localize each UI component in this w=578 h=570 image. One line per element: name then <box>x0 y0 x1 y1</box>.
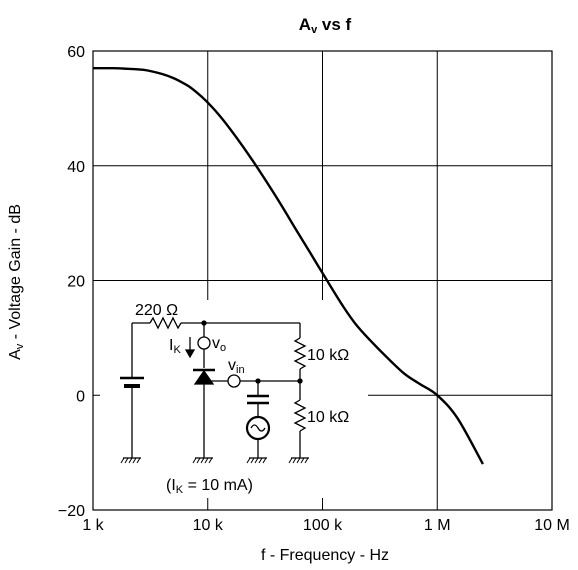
ground-hatch <box>136 457 141 464</box>
gain-curve <box>92 66 484 465</box>
ik-label: IK <box>169 337 181 356</box>
ground-hatch <box>246 457 251 464</box>
resistor-10k-top-label: 10 kΩ <box>307 347 349 364</box>
ground-symbols <box>120 457 309 464</box>
ac-source-sine <box>250 424 266 432</box>
ground-hatch <box>124 457 129 464</box>
ground-hatch <box>262 457 267 464</box>
ground-hatch <box>200 457 205 464</box>
y-tick-labels: 60 40 20 0 −20 <box>58 44 85 520</box>
x-tick-label: 1 M <box>424 517 451 534</box>
ground-hatch <box>258 457 263 464</box>
ground-hatch <box>250 457 255 464</box>
ground-hatch <box>288 457 293 464</box>
vin-label: vin <box>228 357 245 376</box>
resistor-10k-bottom <box>293 399 307 432</box>
ground-hatch <box>204 457 209 464</box>
resistor-220 <box>149 316 182 330</box>
x-axis-label: f - Frequency - Hz <box>261 547 389 564</box>
ground-hatch <box>296 457 301 464</box>
ground-hatch <box>304 457 309 464</box>
resistor-10k-top <box>293 337 307 370</box>
y-tick-label: −20 <box>58 503 85 520</box>
x-tick-label: 100 k <box>303 517 343 534</box>
ground-hatch <box>196 457 201 464</box>
x-tick-labels: 1 k 10 k 100 k 1 M 10 M <box>82 517 569 534</box>
x-tick-label: 10 k <box>193 517 224 534</box>
y-axis-label: Av - Voltage Gain - dB <box>7 204 26 360</box>
ground-hatch <box>300 457 305 464</box>
vo-terminal <box>197 336 211 350</box>
x-tick-label: 10 M <box>534 517 570 534</box>
ground-hatch <box>128 457 133 464</box>
resistor-220-label: 220 Ω <box>135 302 178 319</box>
ground-hatch <box>254 457 259 464</box>
x-tick-label: 1 k <box>82 517 104 534</box>
vo-label: vo <box>212 335 226 354</box>
circuit-inset-background <box>100 300 368 498</box>
ik-arrow-head <box>184 349 196 359</box>
y-tick-label: 40 <box>67 159 85 176</box>
y-tick-label: 60 <box>67 44 85 61</box>
condition-label: (IK = 10 mA) <box>166 477 253 496</box>
chart-title: Av vs f <box>299 15 352 36</box>
ground-hatch <box>208 457 213 464</box>
vin-terminal <box>227 374 241 388</box>
resistor-10k-bottom-label: 10 kΩ <box>307 409 349 426</box>
ground-hatch <box>120 457 125 464</box>
y-tick-label: 20 <box>67 274 85 291</box>
ground-hatch <box>292 457 297 464</box>
ground-hatch <box>132 457 137 464</box>
y-tick-label: 0 <box>76 388 85 405</box>
ground-hatch <box>192 457 197 464</box>
circuit-schematic <box>120 316 307 458</box>
